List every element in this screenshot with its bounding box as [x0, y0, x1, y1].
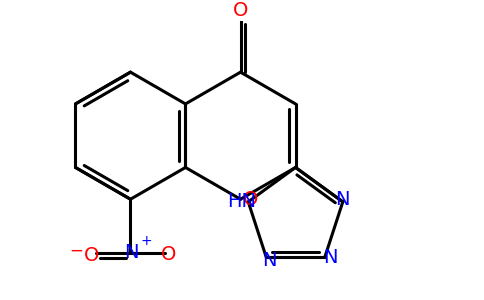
- Text: −: −: [69, 242, 83, 260]
- Text: O: O: [161, 245, 176, 264]
- Text: N: N: [262, 251, 276, 270]
- Text: HN: HN: [227, 192, 256, 211]
- Text: N: N: [323, 248, 337, 267]
- Text: O: O: [83, 247, 99, 266]
- Text: O: O: [243, 190, 258, 209]
- Text: +: +: [140, 234, 152, 248]
- Text: N: N: [124, 243, 139, 262]
- Text: O: O: [233, 1, 248, 20]
- Text: N: N: [335, 190, 350, 208]
